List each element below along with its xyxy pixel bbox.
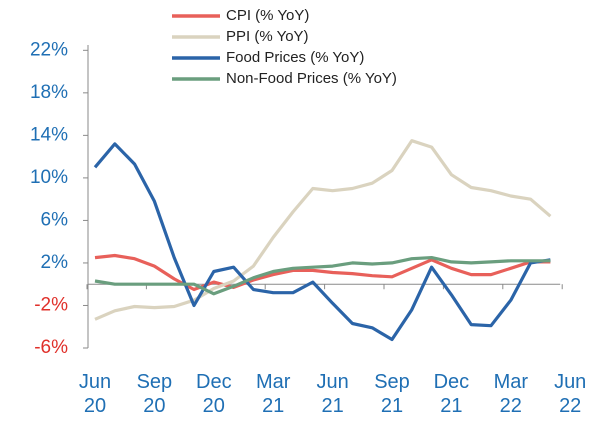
x-tick-label: Mar 22 [493, 371, 529, 417]
legend-label: Food Prices (% YoY) [226, 49, 364, 66]
y-tick-label: -6% [34, 337, 68, 358]
y-tick-label: -2% [34, 294, 68, 315]
series-line [94, 139, 552, 321]
x-tick-label: Jun 21 [316, 371, 349, 417]
y-tick-label: 14% [30, 124, 68, 145]
legend-label: CPI (% YoY) [226, 7, 309, 24]
y-tick-label: 22% [30, 39, 68, 60]
x-tick-label: Sep 20 [136, 371, 173, 417]
x-tick-label: Jun 22 [554, 371, 587, 417]
legend-label: PPI (% YoY) [226, 28, 309, 45]
legend-label: Non-Food Prices (% YoY) [226, 70, 397, 87]
y-tick-label: 18% [30, 82, 68, 103]
x-tick-label: Sep 21 [374, 371, 410, 417]
y-tick-label: 10% [30, 167, 68, 188]
x-tick-label: Dec 20 [196, 371, 232, 417]
y-tick-label: 2% [41, 252, 69, 273]
series-line [94, 253, 551, 292]
x-tick-label: Dec 21 [433, 371, 470, 417]
series-line [93, 142, 551, 342]
x-tick-label: Jun 20 [78, 371, 112, 417]
y-tick-label: 6% [41, 209, 69, 230]
series-line [94, 256, 551, 296]
x-tick-label: Mar 21 [255, 371, 291, 417]
